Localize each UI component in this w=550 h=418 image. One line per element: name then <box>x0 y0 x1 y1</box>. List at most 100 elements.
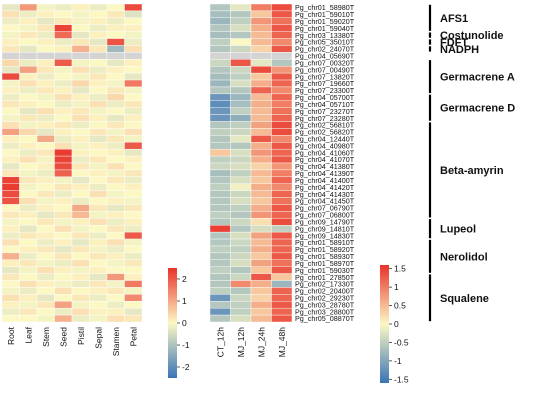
left-cell <box>71 121 90 129</box>
right-cell <box>250 135 272 143</box>
right-cell <box>271 3 293 12</box>
right-column-label: MJ_48h <box>277 327 287 358</box>
left-cell <box>19 231 38 240</box>
left-cell <box>89 273 108 281</box>
left-cell <box>124 176 143 184</box>
left-cell <box>1 155 20 164</box>
left-cell <box>106 100 125 108</box>
left-cell <box>89 190 108 198</box>
right-cell <box>230 280 252 288</box>
left-cell <box>106 128 125 136</box>
right-cell <box>250 183 272 191</box>
right-cell <box>271 38 293 46</box>
left-cell <box>36 225 55 233</box>
left-cell <box>106 162 125 171</box>
group-label: Nerolidol <box>440 251 488 263</box>
right-cell <box>230 287 252 295</box>
gene-label: Pg_chr04_41380T <box>295 162 355 171</box>
left-cell <box>36 128 55 136</box>
left-cell <box>89 24 108 32</box>
left-cell <box>36 162 55 171</box>
left-cell <box>19 294 38 302</box>
left-cell <box>1 183 20 191</box>
gene-label: Pg_chr07_00320T <box>295 58 355 67</box>
right-cell <box>271 100 293 108</box>
left-cell <box>89 86 108 95</box>
left-cell <box>19 52 38 60</box>
left-cell <box>36 204 55 212</box>
left-cell <box>89 107 108 115</box>
left-cell <box>124 218 143 226</box>
right-cell <box>230 38 252 46</box>
right-cell <box>230 155 252 164</box>
left-cell <box>89 259 108 267</box>
left-cell <box>89 72 108 81</box>
left-cell <box>1 190 20 198</box>
right-cell <box>271 114 293 122</box>
group-label: Lupeol <box>440 224 476 236</box>
left-cell <box>54 135 73 143</box>
gene-label: Pg_chr01_58910T <box>295 238 355 247</box>
left-cell <box>124 301 143 309</box>
left-cell <box>54 176 73 184</box>
left-cell <box>106 31 125 39</box>
right-colorbar-tick-label: 0 <box>394 319 399 329</box>
left-cell <box>106 148 125 157</box>
left-cell <box>89 294 108 302</box>
left-cell <box>36 38 55 46</box>
left-cell <box>106 79 125 88</box>
right-cell <box>271 252 293 260</box>
right-cell <box>209 59 231 67</box>
right-cell <box>209 287 231 295</box>
left-cell <box>1 280 20 288</box>
right-cell <box>271 162 293 171</box>
left-cell <box>71 128 90 136</box>
left-cell <box>19 79 38 88</box>
left-cell <box>106 38 125 46</box>
gene-label: Pg_chr09_14830T <box>295 231 355 240</box>
left-cell <box>106 93 125 101</box>
left-cell <box>1 3 20 12</box>
left-cell <box>36 93 55 101</box>
group-label: Germacrene A <box>440 72 515 84</box>
gene-label: Pg_chr01_58920T <box>295 245 355 254</box>
right-cell <box>271 307 293 316</box>
left-cell <box>106 169 125 178</box>
right-cell <box>209 301 231 309</box>
left-cell <box>1 17 20 25</box>
left-cell <box>19 197 38 205</box>
left-cell <box>71 245 90 254</box>
left-cell <box>89 218 108 226</box>
right-cell <box>230 231 252 240</box>
right-cell <box>209 197 231 205</box>
right-cell <box>250 280 272 288</box>
left-cell <box>71 169 90 178</box>
left-cell <box>54 252 73 260</box>
left-cell <box>36 66 55 74</box>
gene-label: Pg_chr07_06800T <box>295 211 355 220</box>
right-cell <box>209 72 231 81</box>
left-cell <box>89 59 108 67</box>
left-cell <box>1 287 20 295</box>
left-cell <box>54 17 73 25</box>
group-label: NADPH <box>440 44 479 56</box>
right-cell <box>250 211 272 219</box>
left-cell <box>19 225 38 233</box>
left-cell <box>1 148 20 157</box>
left-cell <box>89 66 108 74</box>
left-cell <box>89 45 108 53</box>
left-cell <box>106 183 125 191</box>
right-cell <box>250 24 272 32</box>
gene-label: Pg_chr04_41400T <box>295 176 355 185</box>
right-cell <box>230 93 252 101</box>
group-label: FDFT <box>440 37 468 49</box>
right-cell <box>230 204 252 212</box>
left-cell <box>1 225 20 233</box>
left-cell <box>36 231 55 240</box>
right-cell <box>271 107 293 115</box>
right-cell <box>271 10 293 19</box>
left-cell <box>124 17 143 25</box>
left-cell <box>106 287 125 295</box>
left-cell <box>124 252 143 260</box>
left-cell <box>36 287 55 295</box>
